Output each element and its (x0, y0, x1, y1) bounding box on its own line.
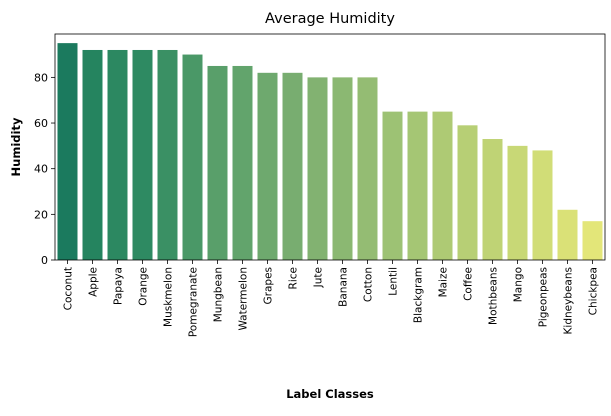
x-tick-label: Pomegranate (188, 267, 200, 337)
bar-mungbean (207, 65, 228, 261)
x-tick-label: Rice (288, 267, 300, 289)
y-tick-label: 20 (34, 208, 48, 221)
bar-lentil (382, 111, 403, 261)
bar-muskmelon (157, 49, 178, 261)
x-tick-label: Lentil (388, 267, 400, 296)
bar-coffee (457, 125, 478, 260)
x-tick-label: Blackgram (413, 267, 425, 323)
bar-apple (82, 49, 103, 261)
y-tick-label: 40 (34, 163, 48, 176)
bar-rice (282, 72, 303, 260)
chart-title: Average Humidity (265, 11, 395, 27)
x-tick-label: Mango (513, 267, 525, 302)
y-tick-label: 80 (34, 71, 48, 84)
bar-watermelon (232, 65, 253, 261)
y-axis-ticks: 0 20 40 60 80 (34, 71, 55, 267)
x-tick-label: Apple (88, 267, 100, 297)
bar-grapes (257, 72, 278, 260)
x-tick-label: Jute (313, 267, 325, 288)
y-tick-label: 0 (41, 254, 48, 267)
bar-orange (132, 49, 153, 261)
plot-frame (54, 33, 606, 261)
x-tick-label: Mothbeans (488, 267, 500, 325)
bar-banana (332, 77, 353, 261)
bar-mothbeans (482, 139, 503, 260)
x-tick-label: Watermelon (238, 267, 250, 331)
bar-pomegranate (182, 54, 203, 260)
bar-coconut (57, 43, 78, 260)
bar-pigeonpeas (532, 150, 553, 260)
x-axis-ticks: Coconut Apple Papaya Orange Muskmelon Pomegra… (63, 260, 600, 337)
bars-group (57, 43, 603, 261)
bar-cotton (357, 77, 378, 261)
y-tick-label: 60 (34, 117, 48, 130)
bar-papaya (107, 49, 128, 261)
y-axis-label: Humidity (9, 117, 23, 176)
x-tick-label: Mungbean (213, 267, 225, 322)
x-tick-label: Banana (338, 267, 350, 307)
bar-maize (432, 111, 453, 261)
x-tick-label: Kidneybeans (563, 267, 575, 334)
x-tick-label: Orange (138, 267, 150, 306)
bar-blackgram (407, 111, 428, 261)
x-tick-label: Chickpea (588, 267, 600, 315)
bar-chickpea (582, 221, 603, 260)
x-tick-label: Cotton (363, 267, 375, 302)
x-tick-label: Pigeonpeas (538, 267, 550, 327)
bar-kidneybeans (557, 209, 578, 260)
bar-mango (507, 145, 528, 260)
x-tick-label: Grapes (263, 267, 275, 304)
bar-jute (307, 77, 328, 261)
x-tick-label: Muskmelon (163, 267, 175, 327)
x-tick-label: Papaya (113, 267, 125, 305)
x-axis-label: Label Classes (286, 387, 374, 401)
x-tick-label: Coffee (463, 267, 475, 301)
x-tick-label: Coconut (63, 267, 75, 310)
x-tick-label: Maize (438, 267, 450, 297)
